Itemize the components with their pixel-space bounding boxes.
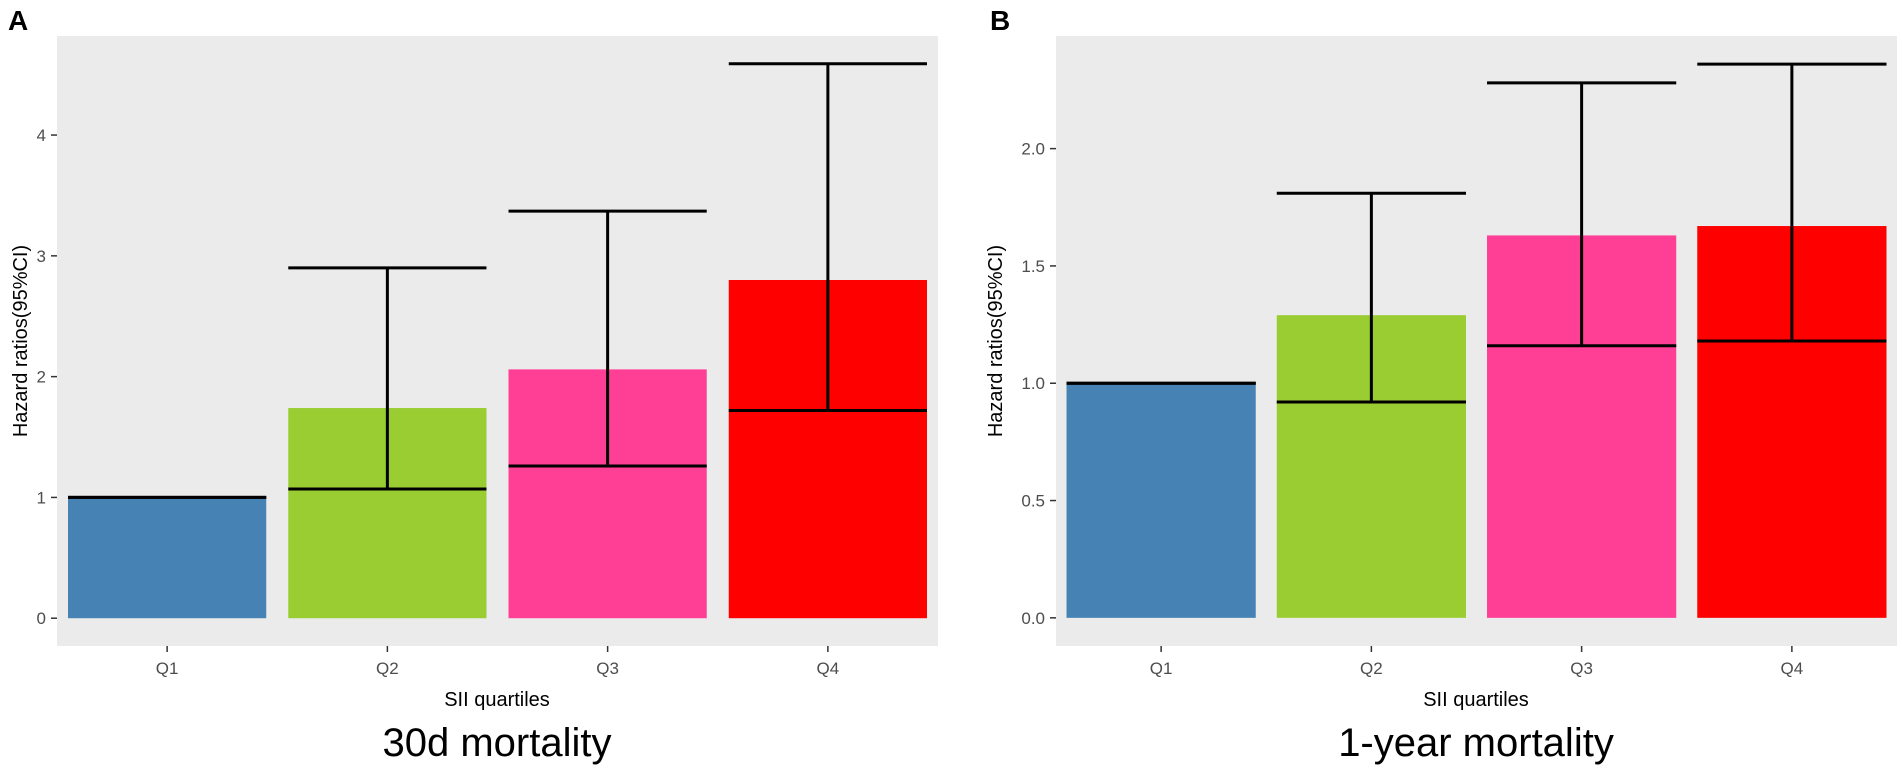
error-bar-q4 [1697,62,1887,343]
error-bars-a [68,62,927,499]
bar-q1 [68,497,267,619]
y-axis-title-b: Hazard ratios(95%CI) [985,245,1007,437]
caption-b: 1-year mortality [1338,721,1614,765]
error-bar-q4 [728,62,927,412]
error-bar-q2 [1276,191,1466,404]
bars-b [1066,226,1887,618]
y-tick-label: 2 [37,368,46,387]
panel-label-a: A [8,5,28,36]
y-tick-label: 0 [37,609,46,628]
x-tick-label-q4: Q4 [817,659,840,678]
x-axis-b: Q1 Q2 Q3 Q4 [1150,646,1803,678]
chart-panel-b: B 0.0 0.5 1.0 1.5 2.0 Q1 Q2 Q3 Q4 SII quartiles… [985,5,1897,765]
x-axis-title-a: SII quartiles [444,689,550,711]
error-bar-q2 [288,266,487,491]
error-bars-b [1066,62,1887,404]
x-tick-label-q2: Q2 [376,659,399,678]
chart-panel-a: A 0 1 2 3 4 Q1 Q2 Q3 Q4 SII quartiles Hazard ra… [8,5,938,765]
panel-label-b: B [990,5,1010,36]
bar-q1 [1066,383,1256,618]
x-tick-label-q1: Q1 [156,659,179,678]
error-bar-q3 [1487,81,1677,348]
y-axis-a: 0 1 2 3 4 [37,126,57,628]
caption-a: 30d mortality [383,721,612,765]
error-bar-q3 [508,209,707,468]
x-tick-label-q3: Q3 [1570,659,1593,678]
x-axis-a: Q1 Q2 Q3 Q4 [156,646,839,678]
x-tick-label-q3: Q3 [596,659,619,678]
x-tick-label-q4: Q4 [1781,659,1804,678]
y-axis-title-a: Hazard ratios(95%CI) [10,245,32,437]
y-tick-label: 3 [37,247,46,266]
x-tick-label-q2: Q2 [1360,659,1383,678]
y-tick-label: 2.0 [1021,140,1045,159]
y-tick-label: 1.5 [1021,257,1045,276]
y-tick-label: 0.0 [1021,609,1045,628]
y-tick-label: 1 [37,488,46,507]
y-tick-label: 4 [37,126,46,145]
y-axis-b: 0.0 0.5 1.0 1.5 2.0 [1021,140,1056,628]
x-axis-title-b: SII quartiles [1423,689,1529,711]
y-tick-label: 0.5 [1021,492,1045,511]
y-tick-label: 1.0 [1021,374,1045,393]
x-tick-label-q1: Q1 [1150,659,1173,678]
